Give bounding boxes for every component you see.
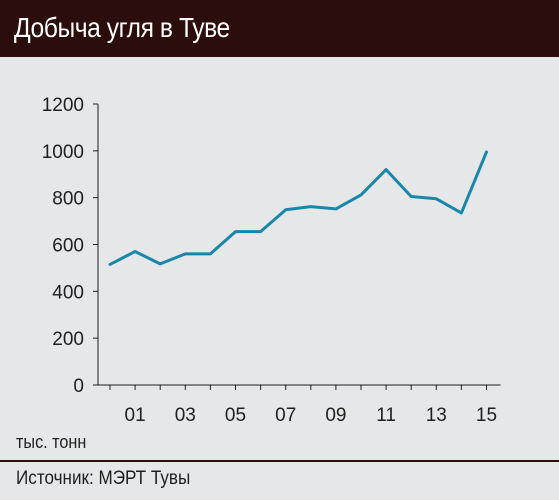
line-chart: 0 200 400 600 800 1000 1200 01 03 05 07 09 11 13 15 — [42, 95, 501, 426]
data-point — [460, 211, 463, 214]
data-point — [309, 205, 312, 208]
data-point — [410, 195, 413, 198]
y-tick-label: 400 — [52, 282, 84, 303]
chart-header: Добыча угля в Туве — [0, 0, 559, 57]
data-point — [209, 252, 212, 255]
y-tick-label: 800 — [52, 189, 84, 210]
data-point — [184, 252, 187, 255]
x-tick-label: 07 — [275, 405, 296, 426]
data-point — [334, 207, 337, 210]
y-tick-label: 0 — [73, 376, 84, 397]
x-tick-label: 05 — [225, 405, 246, 426]
x-tick-label: 09 — [325, 405, 346, 426]
y-unit-label: тыс. тонн — [16, 432, 87, 452]
y-tick-label: 200 — [52, 329, 84, 350]
data-point — [259, 230, 262, 233]
data-point — [134, 250, 137, 253]
data-point — [109, 263, 112, 266]
x-tick-label: 11 — [376, 405, 396, 426]
data-point — [234, 230, 237, 233]
source-note: Источник: МЭРТ Тувы — [16, 468, 191, 489]
data-point — [360, 193, 363, 196]
series-line — [108, 150, 488, 266]
data-point — [385, 168, 388, 171]
data-point — [159, 262, 162, 265]
x-tick-label: 15 — [476, 405, 497, 426]
x-tick-label: 01 — [125, 405, 146, 426]
y-tick-label: 1000 — [42, 142, 84, 163]
x-tick-label: 03 — [175, 405, 196, 426]
chart-title: Добыча угля в Туве — [14, 12, 230, 43]
x-tick-label: 13 — [426, 405, 447, 426]
data-point — [485, 151, 488, 154]
y-tick-label: 600 — [52, 236, 84, 257]
data-point — [284, 208, 287, 211]
chart-area: 0 200 400 600 800 1000 1200 01 03 05 07 09 11 13 15 — [0, 57, 559, 457]
footer-divider — [0, 460, 559, 462]
data-point — [435, 197, 438, 200]
y-tick-label: 1200 — [42, 95, 84, 116]
